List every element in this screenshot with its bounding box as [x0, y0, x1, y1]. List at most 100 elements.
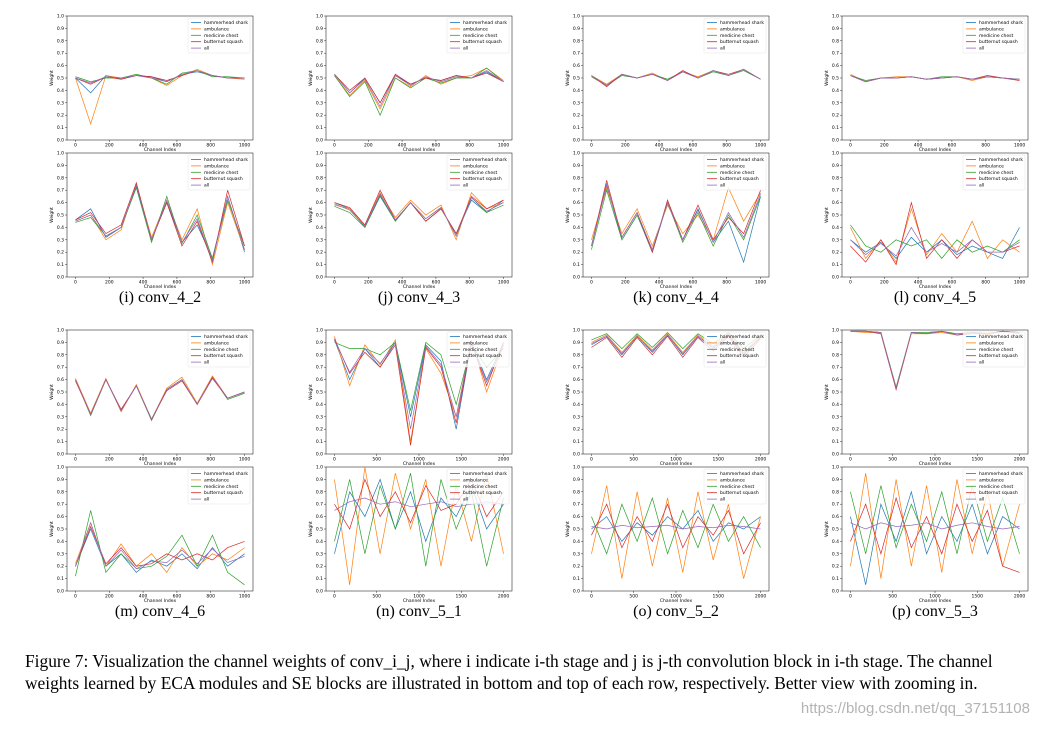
x-axis-label: Channel Index: [660, 598, 693, 604]
y-tick-label: 0.3: [316, 237, 323, 243]
series-line: [591, 503, 761, 555]
legend-label: ambulance: [204, 340, 229, 346]
x-tick-label: 0: [333, 143, 336, 149]
legend-label: butternut squash: [204, 39, 243, 45]
legend-box: [703, 17, 767, 54]
x-axis-label: Channel Index: [919, 598, 952, 604]
y-tick-label: 1.0: [316, 328, 323, 334]
x-tick-label: 0: [74, 280, 77, 286]
legend-label: all: [463, 46, 468, 52]
x-tick-label: 0: [74, 594, 77, 600]
series-line: [75, 510, 245, 586]
x-tick-label: 1000: [929, 457, 941, 463]
y-tick-label: 0.3: [832, 551, 839, 557]
series-line: [334, 67, 504, 117]
legend-label: medicine chest: [204, 33, 238, 39]
series-line: [591, 509, 761, 543]
y-tick-label: 0.3: [573, 551, 580, 557]
chart: 0.0 0.1 0.2 0.3 0.4 0.5 0.6 0.7 0.8 0.9 1.0 0 500 100…: [824, 328, 1029, 467]
legend-label: medicine chest: [720, 33, 754, 39]
x-tick-label: 600: [432, 143, 441, 149]
legend-label: ambulance: [720, 163, 745, 169]
series-line: [75, 184, 245, 263]
y-tick-label: 0.5: [832, 213, 839, 219]
legend-label: all: [204, 360, 209, 366]
y-tick-label: 0.3: [832, 237, 839, 243]
subfigure-caption: (i) conv_4_2: [119, 289, 201, 306]
chart: 0.0 0.1 0.2 0.3 0.4 0.5 0.6 0.7 0.8 0.9 1.0 0 200 400…: [824, 14, 1029, 153]
x-tick-label: 1000: [239, 594, 251, 600]
y-tick-label: 0.3: [832, 414, 839, 420]
y-tick-label: 0.0: [573, 452, 580, 458]
y-tick-label: 0.0: [573, 275, 580, 281]
series-line: [334, 473, 504, 567]
y-tick-label: 0.8: [57, 175, 64, 181]
x-tick-label: 0: [849, 280, 852, 286]
y-tick-label: 0.9: [57, 163, 64, 169]
y-tick-label: 0.8: [316, 38, 323, 44]
legend-label: all: [720, 497, 725, 503]
chart: 0.0 0.1 0.2 0.3 0.4 0.5 0.6 0.7 0.8 0.9 1.0 0 500 100…: [824, 465, 1029, 604]
x-tick-label: 600: [689, 143, 698, 149]
y-tick-label: 0.2: [57, 250, 64, 256]
y-tick-label: 0.8: [832, 175, 839, 181]
y-tick-label: 0.5: [57, 527, 64, 533]
legend-label: all: [204, 497, 209, 503]
y-tick-label: 1.0: [832, 465, 839, 471]
legend-label: medicine chest: [979, 347, 1013, 353]
y-tick-label: 0.5: [57, 76, 64, 82]
y-axis-label: Weight: [824, 521, 830, 537]
y-tick-label: 0.4: [316, 402, 323, 408]
y-tick-label: 0.1: [832, 262, 839, 268]
x-tick-label: 200: [105, 457, 114, 463]
y-axis-label: Weight: [565, 70, 571, 86]
y-tick-label: 0.3: [57, 100, 64, 106]
x-tick-label: 1500: [456, 594, 468, 600]
x-axis-label: Channel Index: [144, 284, 177, 290]
y-tick-label: 0.7: [573, 365, 580, 371]
y-tick-label: 0.4: [316, 225, 323, 231]
legend-label: ambulance: [979, 340, 1004, 346]
legend-label: butternut squash: [463, 490, 502, 496]
y-tick-label: 0.2: [573, 427, 580, 433]
y-axis-label: Weight: [49, 384, 55, 400]
chart: 0.0 0.1 0.2 0.3 0.4 0.5 0.6 0.7 0.8 0.9 1.0 0 200 400…: [49, 151, 254, 290]
x-tick-label: 1000: [670, 594, 682, 600]
y-tick-label: 0.3: [316, 414, 323, 420]
y-tick-label: 0.9: [57, 477, 64, 483]
y-tick-label: 0.9: [316, 340, 323, 346]
series-line: [75, 525, 245, 567]
y-tick-label: 0.9: [57, 340, 64, 346]
x-tick-label: 2000: [755, 594, 767, 600]
x-tick-label: 1500: [456, 457, 468, 463]
chart: 0.0 0.1 0.2 0.3 0.4 0.5 0.6 0.7 0.8 0.9 1.0 0 200 400…: [49, 14, 254, 153]
legend-box: [446, 17, 510, 54]
x-axis-label: Channel Index: [403, 284, 436, 290]
y-tick-label: 0.0: [832, 138, 839, 144]
legend-label: hammerhead shark: [979, 471, 1023, 477]
legend-box: [962, 17, 1026, 54]
series-line: [75, 70, 245, 85]
x-tick-label: 500: [629, 457, 638, 463]
x-tick-label: 0: [74, 457, 77, 463]
y-tick-label: 0.5: [316, 527, 323, 533]
y-tick-label: 0.3: [573, 100, 580, 106]
chart: 0.0 0.1 0.2 0.3 0.4 0.5 0.6 0.7 0.8 0.9 1.0 0 500 100…: [565, 328, 770, 467]
x-tick-label: 400: [914, 280, 923, 286]
y-tick-label: 0.8: [832, 38, 839, 44]
y-tick-label: 0.9: [573, 340, 580, 346]
y-tick-label: 0.8: [832, 489, 839, 495]
y-tick-label: 0.8: [832, 352, 839, 358]
legend-box: [962, 468, 1026, 505]
y-tick-label: 0.1: [57, 262, 64, 268]
figure: 0.0 0.1 0.2 0.3 0.4 0.5 0.6 0.7 0.8 0.9 1.0 0 200 400…: [49, 14, 1029, 620]
y-tick-label: 0.7: [832, 365, 839, 371]
y-tick-label: 0.9: [57, 26, 64, 32]
x-tick-label: 1500: [713, 457, 725, 463]
y-tick-label: 0.8: [573, 175, 580, 181]
legend-label: hammerhead shark: [463, 157, 507, 163]
x-axis-label: Channel Index: [919, 147, 952, 153]
legend-label: ambulance: [463, 163, 488, 169]
y-tick-label: 0.2: [316, 113, 323, 119]
y-tick-label: 0.6: [57, 377, 64, 383]
